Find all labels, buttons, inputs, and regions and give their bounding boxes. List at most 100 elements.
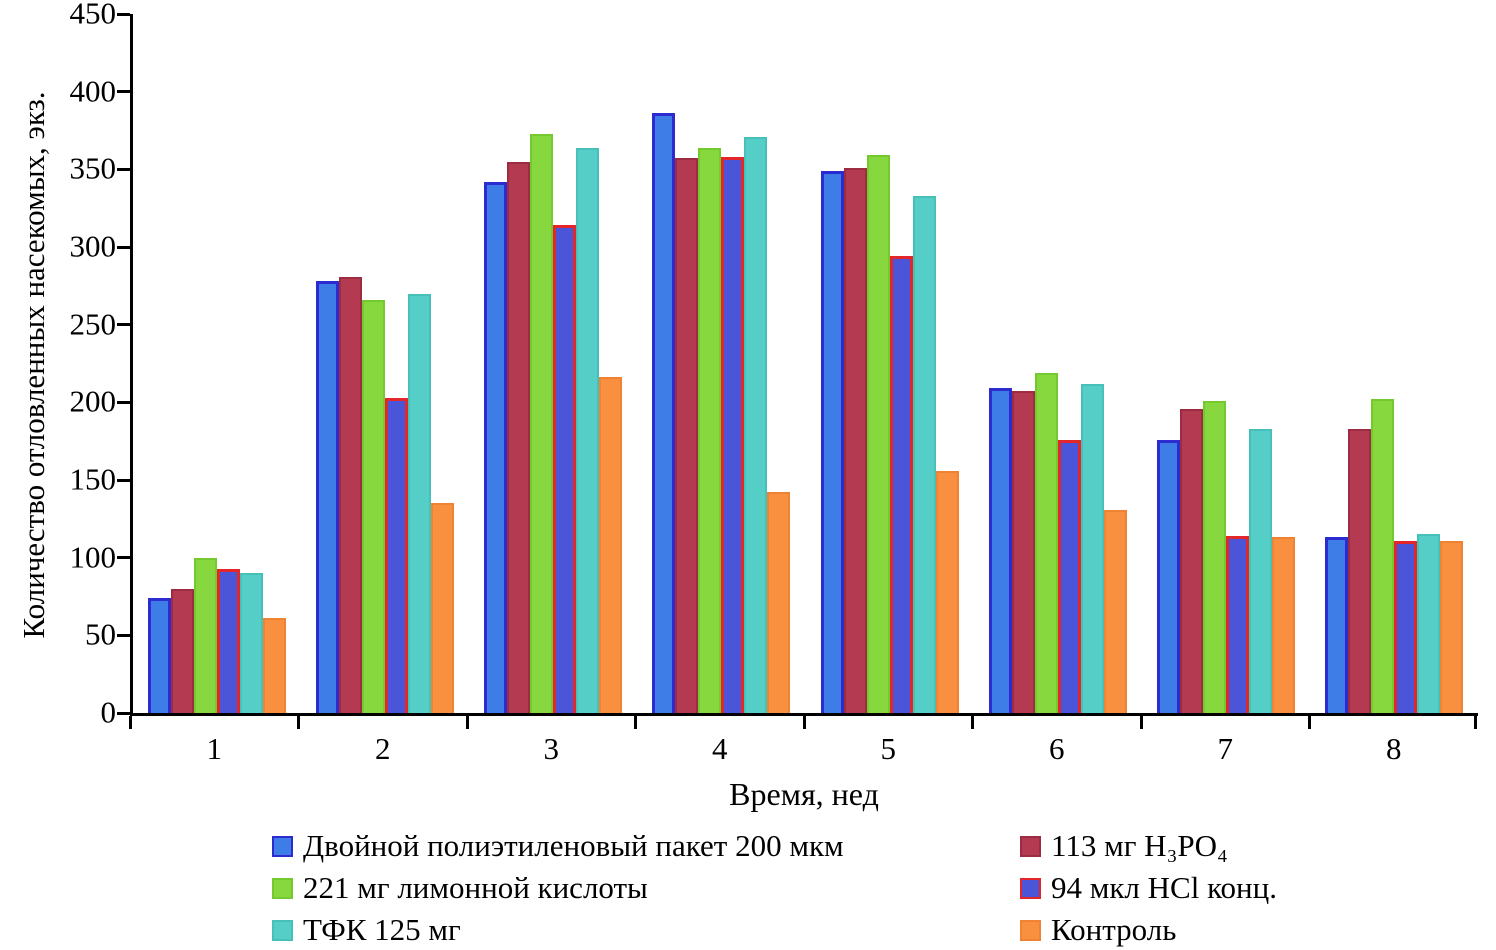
legend-label: 113 мг H₃PO₄ — [1051, 828, 1228, 863]
bar-series1-week-5 — [843, 167, 867, 713]
bar-series1-week-3 — [507, 161, 531, 713]
bar-series3-week-1 — [217, 568, 241, 713]
bar-series4-week-3 — [576, 147, 600, 713]
bar-series2-week-6 — [1034, 372, 1058, 713]
bar-series0-week-7 — [1156, 439, 1180, 713]
bar-group-week-6 — [974, 14, 1142, 713]
x-tick-mark — [971, 716, 974, 729]
legend-swatch-hcl — [1020, 877, 1041, 899]
bar-series4-week-2 — [408, 293, 432, 713]
x-tick-label: 7 — [1217, 731, 1234, 766]
bar-series0-week-5 — [820, 170, 844, 713]
y-tick-mark — [117, 633, 130, 637]
bar-series5-week-8 — [1439, 540, 1463, 713]
bar-series2-week-5 — [866, 155, 890, 713]
bar-series5-week-3 — [599, 377, 623, 713]
x-tick-label: 1 — [206, 731, 223, 766]
y-tick-mark — [117, 245, 130, 249]
bar-series1-week-8 — [1347, 428, 1371, 713]
y-tick-mark — [117, 478, 130, 482]
bar-group-week-2 — [301, 14, 469, 713]
legend-item-tfk: ТФК 125 мг — [272, 912, 1020, 948]
bar-series2-week-1 — [194, 557, 218, 713]
bar-series5-week-2 — [431, 503, 455, 713]
x-tick-label: 6 — [1049, 731, 1065, 766]
legend-item-citric-acid: 221 мг лимонной кислоты — [272, 870, 1020, 906]
bar-series0-week-6 — [988, 388, 1012, 713]
bar-series5-week-1 — [263, 618, 287, 713]
bar-series2-week-2 — [362, 299, 386, 713]
x-tick-label: 5 — [880, 731, 897, 766]
bar-group-week-1 — [133, 14, 301, 713]
bar-series2-week-3 — [530, 133, 554, 713]
bar-series4-week-7 — [1248, 428, 1272, 713]
bar-series2-week-7 — [1202, 400, 1226, 713]
bar-series3-week-4 — [721, 156, 745, 713]
bar-series2-week-8 — [1370, 399, 1394, 713]
y-tick-label: 400 — [69, 72, 117, 108]
legend-label: ТФК 125 мг — [303, 912, 461, 947]
y-tick-mark — [117, 323, 130, 327]
bar-series4-week-6 — [1080, 383, 1104, 713]
bar-series5-week-5 — [935, 470, 959, 713]
x-tick-mark — [1139, 716, 1143, 729]
bar-series0-week-1 — [148, 598, 172, 713]
y-tick-label: 50 — [85, 616, 116, 652]
bar-series1-week-6 — [1011, 391, 1035, 713]
y-tick-label: 200 — [69, 383, 117, 419]
y-tick-label: 150 — [69, 461, 117, 497]
bar-group-week-8 — [1310, 14, 1478, 713]
x-axis-title: Время, нед — [729, 776, 879, 812]
bar-series3-week-8 — [1393, 540, 1417, 713]
bar-series3-week-7 — [1225, 535, 1249, 713]
bar-series0-week-2 — [316, 281, 340, 713]
legend-swatch-double-bag — [272, 835, 293, 857]
legend-label: 94 мкл HCl конц. — [1051, 870, 1277, 905]
x-tick-mark — [1308, 716, 1311, 729]
y-tick-mark — [117, 711, 130, 715]
x-tick-mark — [634, 716, 637, 729]
y-tick-mark — [117, 400, 130, 404]
y-tick-mark — [117, 90, 130, 94]
legend-swatch-citric-acid — [272, 877, 293, 899]
bar-series1-week-4 — [675, 158, 699, 713]
legend-label: Контроль — [1051, 912, 1177, 947]
y-tick-mark — [117, 167, 130, 171]
bar-series1-week-1 — [171, 588, 195, 713]
legend-swatch-h3po4 — [1020, 835, 1041, 857]
bar-group-week-7 — [1142, 14, 1310, 713]
bar-group-week-5 — [806, 14, 974, 713]
legend-swatch-tfk — [272, 919, 293, 941]
bar-groups — [133, 14, 1478, 713]
bar-series4-week-5 — [912, 195, 936, 713]
legend-swatch-control — [1020, 919, 1041, 941]
bar-series4-week-1 — [240, 573, 264, 713]
legend-item-control: Контроль — [1020, 912, 1277, 948]
x-tick-mark — [465, 716, 469, 729]
x-tick-mark — [297, 716, 300, 729]
bar-series3-week-6 — [1057, 439, 1081, 713]
bar-series4-week-4 — [744, 136, 768, 713]
bar-series1-week-7 — [1179, 408, 1203, 713]
bar-series0-week-4 — [652, 113, 676, 713]
bar-series4-week-8 — [1416, 534, 1440, 713]
bar-group-week-4 — [637, 14, 805, 713]
bar-group-week-3 — [469, 14, 637, 713]
legend-label: 221 мг лимонной кислоты — [303, 870, 648, 905]
x-tick-label: 3 — [543, 731, 560, 766]
x-tick-label: 2 — [375, 731, 391, 766]
bar-series3-week-3 — [553, 225, 577, 713]
y-tick-label: 0 — [100, 694, 117, 730]
bar-series0-week-8 — [1324, 537, 1348, 713]
plot-area — [130, 14, 1478, 716]
y-tick-label: 450 — [69, 0, 117, 31]
legend-item-hcl: 94 мкл HCl конц. — [1020, 870, 1277, 906]
y-tick-label: 300 — [69, 228, 117, 264]
y-tick-label: 250 — [69, 305, 117, 341]
bar-series0-week-3 — [484, 181, 508, 713]
legend: Двойной полиэтиленовый пакет 200 мкм 113… — [272, 828, 1277, 948]
bar-series1-week-2 — [339, 276, 363, 713]
y-tick-mark — [117, 12, 130, 16]
y-tick-label: 100 — [69, 538, 117, 574]
